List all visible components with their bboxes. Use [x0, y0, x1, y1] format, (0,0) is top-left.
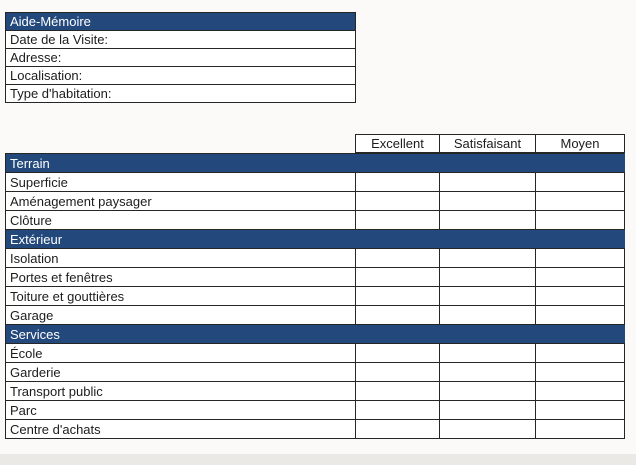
info-field-date-visite[interactable]: Date de la Visite: — [5, 30, 356, 49]
rating-cell-moyen[interactable] — [535, 210, 625, 230]
rating-header-row: Excellent Satisfaisant Moyen — [355, 134, 625, 153]
section-title: Terrain — [5, 153, 625, 173]
checklist-row-garderie: Garderie — [5, 362, 625, 382]
rating-cell-moyen[interactable] — [535, 191, 625, 211]
rating-cell-satisfaisant[interactable] — [439, 381, 536, 401]
rating-cell-excellent[interactable] — [355, 248, 440, 268]
checklist-row-parc: Parc — [5, 400, 625, 420]
checklist-row-ecole: École — [5, 343, 625, 363]
info-field-type-habitation[interactable]: Type d'habitation: — [5, 84, 356, 103]
section-header-services: Services — [5, 324, 625, 344]
rating-cell-moyen[interactable] — [535, 286, 625, 306]
rating-cell-satisfaisant[interactable] — [439, 172, 536, 192]
column-header-excellent: Excellent — [355, 134, 440, 153]
rating-cell-excellent[interactable] — [355, 381, 440, 401]
item-label: Transport public — [5, 381, 356, 401]
rating-cell-moyen[interactable] — [535, 400, 625, 420]
info-panel: Aide-Mémoire Date de la Visite: Adresse:… — [5, 12, 356, 103]
rating-cell-moyen[interactable] — [535, 172, 625, 192]
info-field-row: Date de la Visite: — [5, 30, 356, 49]
rating-cell-moyen[interactable] — [535, 305, 625, 325]
rating-cell-excellent[interactable] — [355, 400, 440, 420]
checklist-row-centre-dachats: Centre d'achats — [5, 419, 625, 439]
rating-cell-excellent[interactable] — [355, 267, 440, 287]
checklist-row-amenagement-paysager: Aménagement paysager — [5, 191, 625, 211]
checklist-row-superficie: Superficie — [5, 172, 625, 192]
info-field-row: Localisation: — [5, 66, 356, 85]
item-label: Parc — [5, 400, 356, 420]
column-header-moyen: Moyen — [535, 134, 625, 153]
checklist-table: Terrain Superficie Aménagement paysager … — [5, 153, 625, 439]
rating-cell-satisfaisant[interactable] — [439, 362, 536, 382]
section-title: Services — [5, 324, 625, 344]
section-header-exterieur: Extérieur — [5, 229, 625, 249]
rating-cell-satisfaisant[interactable] — [439, 305, 536, 325]
rating-cell-satisfaisant[interactable] — [439, 210, 536, 230]
rating-cell-satisfaisant[interactable] — [439, 191, 536, 211]
rating-cell-excellent[interactable] — [355, 172, 440, 192]
rating-cell-satisfaisant[interactable] — [439, 343, 536, 363]
checklist-row-portes-et-fenetres: Portes et fenêtres — [5, 267, 625, 287]
checklist-row-toiture-et-gouttieres: Toiture et gouttières — [5, 286, 625, 306]
rating-cell-excellent[interactable] — [355, 305, 440, 325]
page-bottom-margin — [0, 454, 636, 465]
rating-cell-excellent[interactable] — [355, 210, 440, 230]
rating-cell-excellent[interactable] — [355, 362, 440, 382]
rating-cell-satisfaisant[interactable] — [439, 267, 536, 287]
column-header-satisfaisant: Satisfaisant — [439, 134, 536, 153]
checklist-row-transport-public: Transport public — [5, 381, 625, 401]
rating-cell-moyen[interactable] — [535, 343, 625, 363]
info-field-row: Type d'habitation: — [5, 84, 356, 103]
rating-cell-satisfaisant[interactable] — [439, 286, 536, 306]
section-title: Extérieur — [5, 229, 625, 249]
rating-cell-moyen[interactable] — [535, 381, 625, 401]
rating-cell-satisfaisant[interactable] — [439, 248, 536, 268]
item-label: Clôture — [5, 210, 356, 230]
item-label: Garderie — [5, 362, 356, 382]
item-label: Isolation — [5, 248, 356, 268]
info-field-adresse[interactable]: Adresse: — [5, 48, 356, 67]
checklist-row-isolation: Isolation — [5, 248, 625, 268]
item-label: Aménagement paysager — [5, 191, 356, 211]
checklist-row-garage: Garage — [5, 305, 625, 325]
item-label: Portes et fenêtres — [5, 267, 356, 287]
rating-header: Excellent Satisfaisant Moyen — [355, 134, 625, 153]
info-field-localisation[interactable]: Localisation: — [5, 66, 356, 85]
info-panel-header-row: Aide-Mémoire — [5, 12, 356, 31]
rating-cell-moyen[interactable] — [535, 267, 625, 287]
section-header-terrain: Terrain — [5, 153, 625, 173]
rating-cell-moyen[interactable] — [535, 248, 625, 268]
rating-cell-satisfaisant[interactable] — [439, 419, 536, 439]
item-label: École — [5, 343, 356, 363]
rating-cell-excellent[interactable] — [355, 343, 440, 363]
item-label: Garage — [5, 305, 356, 325]
rating-cell-satisfaisant[interactable] — [439, 400, 536, 420]
rating-cell-excellent[interactable] — [355, 419, 440, 439]
item-label: Centre d'achats — [5, 419, 356, 439]
item-label: Superficie — [5, 172, 356, 192]
rating-cell-moyen[interactable] — [535, 362, 625, 382]
info-field-row: Adresse: — [5, 48, 356, 67]
rating-cell-moyen[interactable] — [535, 419, 625, 439]
checklist-row-cloture: Clôture — [5, 210, 625, 230]
rating-cell-excellent[interactable] — [355, 286, 440, 306]
item-label: Toiture et gouttières — [5, 286, 356, 306]
rating-cell-excellent[interactable] — [355, 191, 440, 211]
info-panel-title: Aide-Mémoire — [5, 12, 356, 31]
